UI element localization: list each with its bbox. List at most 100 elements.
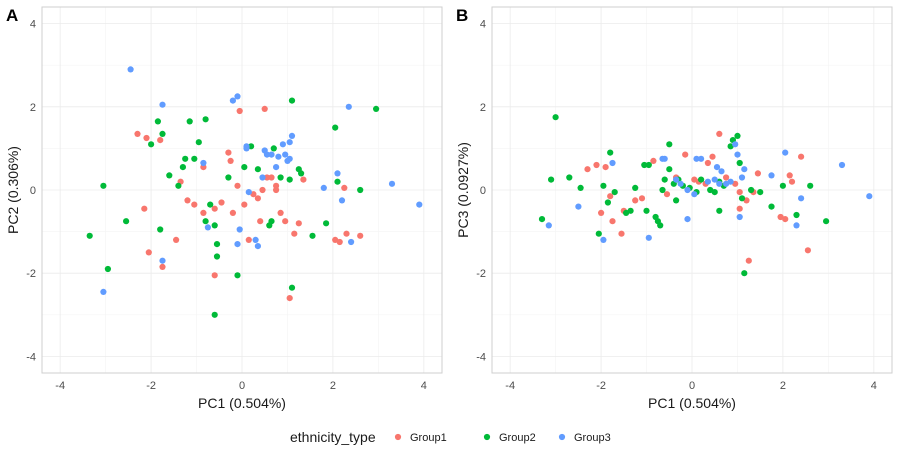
panel-a-point-group1 <box>143 134 150 142</box>
panel-b-point-group3 <box>838 161 846 169</box>
panel-a-point-group3 <box>286 139 293 146</box>
panel-a-point-group1 <box>341 184 348 191</box>
panel-a-point-group3 <box>234 93 241 100</box>
panel-a-point-group2 <box>277 174 284 181</box>
panel-a-border <box>41 6 443 374</box>
panel-a-point-group2 <box>254 166 261 173</box>
panel-b-point-group1 <box>632 197 639 204</box>
panel-b-point-group1 <box>723 174 730 181</box>
panel-a-point-group3 <box>159 257 166 264</box>
panel-a-points <box>86 66 423 318</box>
panel-b-point-group1 <box>782 216 789 223</box>
panel-b-point-group2 <box>604 199 612 206</box>
panel-b-point-group3 <box>866 193 873 200</box>
panel-b-point-group1 <box>638 195 646 202</box>
panel-b-point-group1 <box>682 151 689 158</box>
panel-a-point-group1 <box>229 209 236 216</box>
panel-b-point-group1 <box>786 172 793 179</box>
panel-a-ticks: -4 -2 0 2 4 -4 -2 0 2 4 <box>26 19 427 392</box>
panel-b-point-group1 <box>716 130 723 137</box>
panel-b-point-group2 <box>661 176 668 183</box>
legend-key-group3 <box>558 433 566 441</box>
legend-entries: Group1 Group2 Group3 <box>394 432 611 444</box>
panel-b-point-group1 <box>709 153 716 160</box>
panel-b-point-group3 <box>609 159 616 167</box>
panel-a-point-group2 <box>104 265 111 273</box>
panel-b-point-group2 <box>711 189 718 196</box>
panel-a-point-group2 <box>213 241 221 248</box>
panel-a-point-group1 <box>273 186 280 194</box>
panel-a-point-group3 <box>275 153 282 160</box>
panel-a-point-group3 <box>229 97 236 104</box>
panel-a-point-group1 <box>134 130 141 137</box>
panel-b-point-group1 <box>607 193 614 200</box>
panel-b-point-group2 <box>757 189 764 196</box>
panel-b-point-group2 <box>738 195 746 202</box>
panel-a-point-group3 <box>388 180 396 187</box>
panel-b-point-group1 <box>663 191 671 198</box>
panel-b: B -4 -2 0 2 4 -4 -2 0 2 4 PC1 (0.504%) PC3 (0.092… <box>455 6 893 411</box>
legend-label-group3: Group3 <box>574 432 611 444</box>
panel-a-point-group2 <box>202 116 209 123</box>
panel-a-point-group1 <box>245 236 252 243</box>
panel-a-point-group3 <box>127 66 134 73</box>
panel-a-point-group3 <box>204 224 211 231</box>
panel-a-point-group1 <box>236 107 243 115</box>
panel-a-point-group1 <box>225 149 232 156</box>
panel-b-point-group1 <box>650 157 657 164</box>
panel-a-point-group3 <box>348 238 355 246</box>
panel-a-point-group2 <box>211 311 218 318</box>
legend-key-group2 <box>483 433 491 441</box>
panel-a-point-group2 <box>373 105 380 112</box>
panel-b-point-group3 <box>645 234 652 241</box>
panel-b-point-group2 <box>659 186 666 194</box>
panel-b-x-tick-label: 0 <box>689 380 695 392</box>
panel-a-point-group3 <box>279 141 286 148</box>
panel-b-y-axis-title: PC3 (0.0927%) <box>455 142 471 238</box>
panel-b-point-group1 <box>736 205 743 212</box>
panel-a-point-group1 <box>211 272 218 279</box>
panel-b-point-group3 <box>684 186 691 194</box>
panel-b-point-group2 <box>548 176 555 183</box>
panel-a-point-group1 <box>282 218 289 225</box>
panel-a-point-group1 <box>343 230 350 237</box>
panel-b-point-group3 <box>698 155 705 162</box>
panel-a-point-group2 <box>211 222 218 229</box>
panel-a-tag: A <box>6 6 18 25</box>
panel-a-point-group2 <box>86 232 93 239</box>
panel-b-point-group3 <box>693 155 700 162</box>
panel-b-point-group2 <box>716 207 723 214</box>
panel-a-y-axis-title: PC2 (0.306%) <box>5 146 21 234</box>
panel-a-point-group3 <box>334 170 341 177</box>
panel-b-point-group3 <box>684 216 691 223</box>
panel-b-point-group3 <box>727 178 734 185</box>
panel-b-point-group2 <box>736 159 743 167</box>
panel-b-point-group3 <box>713 164 721 171</box>
panel-b-point-group3 <box>704 178 712 185</box>
panel-b-point-group3 <box>600 236 607 243</box>
panel-b-point-group2 <box>779 182 787 189</box>
panel-a-point-group1 <box>145 249 152 256</box>
panel-b-y-tick-label: 4 <box>480 19 486 31</box>
panel-b-y-tick-label: -2 <box>476 268 486 280</box>
panel-b-point-group1 <box>584 166 591 173</box>
panel-a-x-axis-title: PC1 (0.504%) <box>198 395 286 411</box>
panel-b-point-group3 <box>741 166 748 173</box>
panel-b-point-group1 <box>593 161 600 169</box>
panel-a-point-group2 <box>191 155 198 162</box>
panel-a-point-group1 <box>268 174 275 181</box>
panel-a-point-group2 <box>213 253 221 260</box>
panel-a-point-group1 <box>191 201 198 208</box>
legend: ethnicity_type Group1 Group2 Group3 <box>290 429 611 445</box>
panel-b-point-group3 <box>734 151 741 158</box>
panel-a-y-tick-label: -4 <box>26 351 36 363</box>
panel-b-y-tick-label: 0 <box>480 185 486 197</box>
panel-b-point-group2 <box>645 161 652 169</box>
panel-b-point-group3 <box>673 176 680 183</box>
panel-a-y-tick-label: 0 <box>30 185 36 197</box>
panel-a-point-group1 <box>184 197 191 204</box>
panel-b-points <box>538 114 873 277</box>
panel-b-point-group2 <box>607 149 614 156</box>
panel-a-point-group3 <box>263 151 271 158</box>
